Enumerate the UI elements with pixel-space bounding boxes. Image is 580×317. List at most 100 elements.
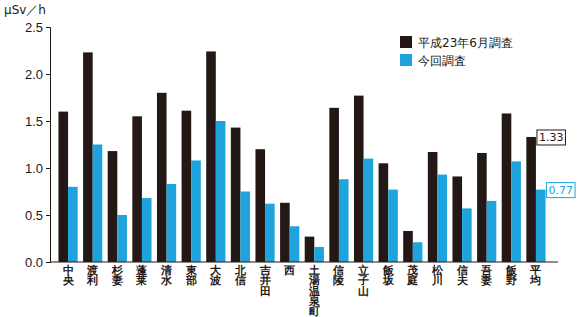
- bar: [83, 52, 93, 262]
- x-tick-label: 清水: [160, 264, 173, 286]
- legend-label: 今回調査: [418, 54, 466, 68]
- legend: 平成23年6月調査今回調査: [400, 36, 513, 68]
- y-tick-label: 2.5: [25, 20, 43, 35]
- x-tick-label: 土湯温泉町: [308, 264, 321, 317]
- bar: [526, 137, 536, 262]
- x-tick-label: 北信: [234, 264, 247, 286]
- y-tick: 2.5: [25, 20, 50, 35]
- x-axis-line: [50, 262, 558, 263]
- bar: [265, 204, 275, 262]
- bar: [413, 242, 423, 262]
- annotation: 1.33: [539, 131, 564, 144]
- y-tick-label: 2.0: [25, 67, 43, 82]
- bar: [452, 176, 462, 262]
- bar: [157, 93, 167, 262]
- bar: [255, 149, 265, 262]
- y-tick-mark: [46, 74, 50, 75]
- x-tick-label: 渡利: [86, 264, 98, 286]
- x-tick: 茂庭: [406, 262, 418, 286]
- legend-swatch: [400, 36, 412, 48]
- bar: [231, 128, 241, 262]
- bar: [240, 192, 250, 263]
- bar: [388, 190, 398, 262]
- x-tick-label: 平均: [529, 264, 541, 286]
- x-tick-label: 東部: [185, 264, 198, 286]
- x-tick: 渡利: [86, 262, 98, 286]
- y-tick-mark: [46, 27, 50, 28]
- annotations: 1.33 0.77: [537, 130, 575, 198]
- bar: [108, 151, 118, 262]
- x-tick: 飯野: [505, 262, 518, 286]
- bar: [216, 121, 226, 262]
- chart: 0.0 0.5 1.0 1.5 2.0 2.5 中央渡利杉妻蓬莱清水東部大波北信吉井田西 土湯…: [0, 0, 580, 317]
- y-tick-label: 0.0: [25, 255, 43, 270]
- x-tick-label: 茂庭: [406, 264, 418, 286]
- bar: [58, 112, 68, 262]
- bars: [58, 51, 545, 262]
- y-tick: 1.5: [25, 114, 50, 129]
- x-tick-label: 吾妻: [480, 264, 492, 287]
- bar: [502, 113, 512, 262]
- bar: [339, 179, 349, 262]
- bar: [305, 237, 315, 262]
- y-tick-mark: [46, 168, 50, 169]
- bar: [511, 161, 521, 262]
- x-tick-label: 大波: [209, 264, 222, 286]
- bar: [132, 116, 142, 262]
- y-axis: 0.0 0.5 1.0 1.5 2.0 2.5: [25, 20, 51, 270]
- x-tick: 東部: [185, 262, 198, 286]
- y-tick: 1.0: [25, 161, 50, 176]
- y-tick-label: 1.5: [25, 114, 43, 129]
- annotation-box: [537, 130, 566, 145]
- x-tick-label: 飯坂: [382, 264, 395, 286]
- x-tick-label: 杉妻: [111, 264, 124, 287]
- bar: [364, 159, 374, 262]
- bar: [487, 201, 497, 262]
- legend-label: 平成23年6月調査: [418, 36, 513, 50]
- x-tick-label: 松川: [431, 264, 444, 286]
- bar: [536, 190, 546, 262]
- bar: [93, 145, 103, 263]
- x-tick: 中央: [62, 262, 75, 286]
- x-tick-label: 蓬莱: [135, 264, 147, 286]
- x-tick-label: 飯野: [505, 264, 518, 286]
- x-tick: 立子山: [357, 262, 369, 297]
- bar: [314, 247, 324, 262]
- x-tick: 清水: [160, 262, 173, 286]
- x-tick-label: 吉井田: [259, 264, 271, 297]
- x-tick: 北信: [234, 262, 247, 286]
- x-tick: 吉井田: [259, 262, 271, 297]
- y-tick-mark: [46, 262, 50, 263]
- y-tick-label: 1.0: [25, 161, 43, 176]
- x-tick: 土湯温泉町: [308, 262, 321, 317]
- bar: [68, 187, 78, 262]
- bar: [462, 208, 472, 262]
- y-tick: 2.0: [25, 67, 50, 82]
- y-tick: 0.5: [25, 208, 50, 223]
- x-tick: 大波: [209, 262, 222, 286]
- x-tick-label: 西: [283, 264, 295, 276]
- x-tick: 信夫: [456, 262, 469, 286]
- bar: [329, 108, 339, 262]
- x-tick-label: 立子山: [357, 264, 369, 297]
- y-tick-label: 0.5: [25, 208, 43, 223]
- bar: [437, 175, 447, 262]
- legend-swatch: [400, 54, 412, 66]
- x-axis: 中央渡利杉妻蓬莱清水東部大波北信吉井田西土湯温泉町信陵立子山飯坂茂庭松川信夫吾妻…: [50, 262, 558, 317]
- x-tick: 西: [283, 262, 295, 276]
- y-axis-line: [46, 28, 51, 263]
- x-tick: 平均: [529, 262, 541, 286]
- x-tick: 松川: [431, 262, 444, 286]
- bar: [403, 231, 413, 262]
- bar: [191, 160, 201, 262]
- x-tick: 蓬莱: [135, 262, 147, 286]
- annotation: 0.77: [549, 184, 574, 197]
- y-tick-mark: [46, 121, 50, 122]
- bar: [117, 215, 127, 262]
- y-tick-mark: [46, 215, 50, 216]
- bar: [354, 96, 364, 262]
- y-axis-title: μSv／h: [4, 3, 46, 17]
- bar: [280, 203, 290, 262]
- bar: [182, 111, 192, 262]
- bar: [142, 198, 152, 262]
